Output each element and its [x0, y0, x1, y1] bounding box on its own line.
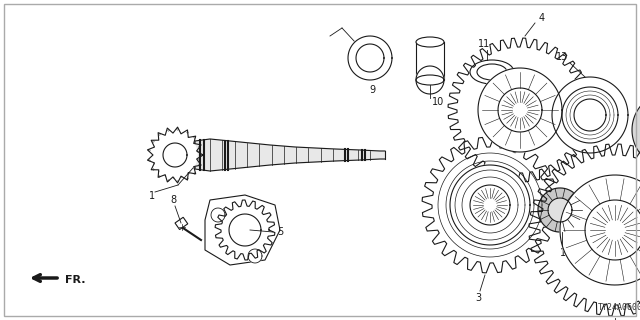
Polygon shape [153, 133, 197, 177]
Ellipse shape [477, 64, 507, 80]
Text: 3: 3 [475, 293, 481, 303]
Polygon shape [416, 42, 444, 80]
Polygon shape [585, 200, 640, 260]
Polygon shape [552, 77, 628, 153]
Text: 4: 4 [539, 13, 545, 23]
Polygon shape [229, 214, 261, 246]
Text: 11: 11 [478, 39, 490, 49]
Polygon shape [163, 143, 187, 167]
Ellipse shape [416, 75, 444, 85]
Polygon shape [248, 249, 262, 263]
Polygon shape [470, 185, 510, 225]
Ellipse shape [416, 37, 444, 47]
Polygon shape [211, 208, 225, 222]
Polygon shape [540, 155, 640, 305]
Polygon shape [538, 188, 582, 232]
Text: 9: 9 [369, 85, 375, 95]
Text: 8: 8 [170, 195, 176, 205]
Polygon shape [450, 165, 530, 245]
Polygon shape [560, 175, 640, 285]
Polygon shape [348, 36, 392, 80]
Text: 1: 1 [149, 191, 155, 201]
Text: 13: 13 [556, 52, 568, 62]
Bar [175, 217, 188, 229]
Polygon shape [562, 87, 618, 143]
Polygon shape [356, 44, 384, 72]
Text: FR.: FR. [65, 275, 86, 285]
Polygon shape [432, 147, 548, 263]
Text: 10: 10 [432, 97, 444, 107]
Polygon shape [205, 195, 280, 265]
Polygon shape [478, 68, 562, 152]
Polygon shape [574, 99, 606, 131]
Polygon shape [632, 92, 640, 168]
Polygon shape [416, 66, 444, 94]
Polygon shape [195, 139, 385, 171]
Text: TY24A0600: TY24A0600 [598, 303, 640, 312]
Polygon shape [221, 206, 269, 254]
Text: 14: 14 [560, 248, 572, 258]
Text: 5: 5 [277, 227, 283, 237]
Polygon shape [498, 88, 542, 132]
Ellipse shape [470, 60, 514, 84]
Polygon shape [457, 47, 583, 173]
Polygon shape [548, 198, 572, 222]
